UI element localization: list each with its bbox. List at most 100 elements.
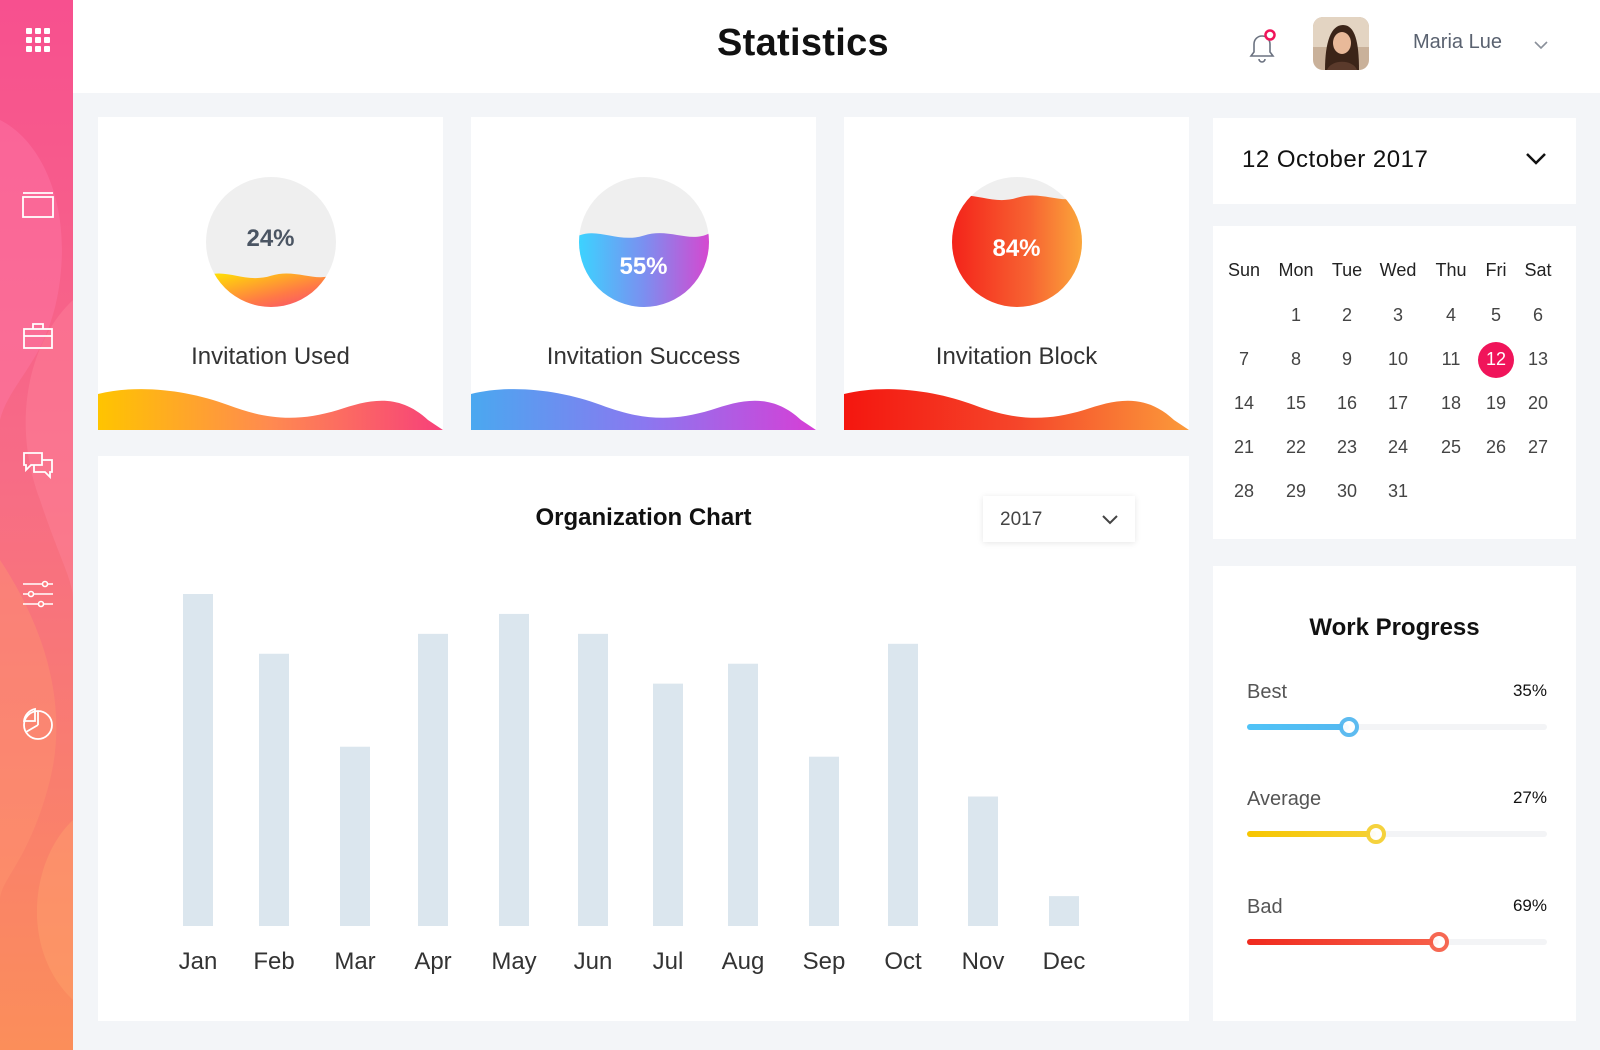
calendar-day-17[interactable]: 17 <box>1375 393 1421 414</box>
x-tick-label-dec: Dec <box>1043 948 1086 975</box>
calendar-day-5[interactable]: 5 <box>1473 305 1519 326</box>
x-tick-label-jul: Jul <box>653 948 684 975</box>
bar-sep[interactable] <box>809 756 839 926</box>
invitation-success-label: Invitation Success <box>546 343 741 370</box>
calendar-day-10[interactable]: 10 <box>1375 349 1421 370</box>
date-selector[interactable]: 12 October 2017 <box>1213 118 1576 204</box>
weekday-sat: Sat <box>1524 260 1552 280</box>
calendar-day-number: 18 <box>1440 393 1462 413</box>
calendar-day-26[interactable]: 26 <box>1473 437 1519 458</box>
x-tick-label-oct: Oct <box>884 948 922 975</box>
calendar-day-11[interactable]: 11 <box>1428 349 1474 370</box>
calendar-day-number: 15 <box>1285 393 1307 413</box>
calendar-day-number: 1 <box>1290 305 1301 325</box>
bar-oct[interactable] <box>888 643 918 926</box>
calendar-day-13[interactable]: 13 <box>1515 349 1561 370</box>
sliders-icon[interactable] <box>18 574 58 614</box>
calendar-day-19[interactable]: 19 <box>1473 393 1519 414</box>
progress-slider-track[interactable] <box>1247 717 1547 737</box>
x-tick-label-sep: Sep <box>803 948 846 975</box>
notification-bell-icon[interactable] <box>1246 28 1278 64</box>
bar-jun[interactable] <box>578 633 608 926</box>
calendar-day-number: 8 <box>1290 349 1301 369</box>
chevron-down-icon[interactable] <box>1533 38 1549 50</box>
calendar-day-18[interactable]: 18 <box>1428 393 1474 414</box>
top-header: Statistics Maria Lue <box>73 0 1600 93</box>
window-icon[interactable] <box>18 185 58 225</box>
progress-percent: 69% <box>1512 896 1547 915</box>
calendar-day-29[interactable]: 29 <box>1273 481 1319 502</box>
calendar-day-number: 28 <box>1233 481 1255 501</box>
calendar-day-16[interactable]: 16 <box>1324 393 1370 414</box>
invitation-block-wave <box>844 389 1189 430</box>
avatar[interactable] <box>1313 17 1369 70</box>
calendar-day-8[interactable]: 8 <box>1273 349 1319 370</box>
invitation-block-card: 84% Invitation Block <box>844 117 1189 430</box>
calendar-day-22[interactable]: 22 <box>1273 437 1319 458</box>
calendar-day-23[interactable]: 23 <box>1324 437 1370 458</box>
calendar-day-12[interactable]: 12 <box>1473 341 1519 378</box>
progress-percent: 35% <box>1512 681 1547 700</box>
calendar-day-number: 6 <box>1532 305 1543 325</box>
progress-slider-handle[interactable] <box>1339 717 1359 737</box>
organization-chart-card: Organization Chart 2017 Jan Feb Mar Apr May J… <box>98 456 1189 1021</box>
calendar-day-number: 31 <box>1387 481 1409 501</box>
calendar-day-4[interactable]: 4 <box>1428 305 1474 326</box>
calendar-day-20[interactable]: 20 <box>1515 393 1561 414</box>
calendar-day-14[interactable]: 14 <box>1221 393 1267 414</box>
chat-icon[interactable] <box>18 446 58 486</box>
calendar-day-28[interactable]: 28 <box>1221 481 1267 502</box>
invitation-used-card: 24% Invitation Used <box>98 117 443 430</box>
bar-jan[interactable] <box>183 594 213 926</box>
calendar-day-2[interactable]: 2 <box>1324 305 1370 326</box>
bar-aug[interactable] <box>728 663 758 926</box>
year-select-value: 2017 <box>1000 509 1043 530</box>
calendar-day-24[interactable]: 24 <box>1375 437 1421 458</box>
progress-slider-handle[interactable] <box>1429 932 1449 952</box>
progress-slider-track[interactable] <box>1247 932 1547 952</box>
calendar-day-number: 5 <box>1490 305 1501 325</box>
calendar-day-number: 23 <box>1336 437 1358 457</box>
calendar-day-number: 27 <box>1527 437 1549 457</box>
bar-jul[interactable] <box>653 683 683 926</box>
progress-slider-track[interactable] <box>1247 824 1547 844</box>
calendar-day-7[interactable]: 7 <box>1221 349 1267 370</box>
x-tick-label-mar: Mar <box>334 948 375 975</box>
calendar-day-1[interactable]: 1 <box>1273 305 1319 326</box>
calendar: Sun Mon Tue Wed Thu Fri Sat 1 2 3 4 5 6 7 8 9 10 11 12 13 1… <box>1213 226 1576 539</box>
calendar-day-number: 4 <box>1445 305 1456 325</box>
bar-feb[interactable] <box>259 653 289 926</box>
chevron-down-icon <box>1102 515 1118 525</box>
work-progress-card: Work Progress Best 35% Average 27% Bad 69% <box>1213 566 1576 1021</box>
calendar-day-21[interactable]: 21 <box>1221 437 1267 458</box>
calendar-day-27[interactable]: 27 <box>1515 437 1561 458</box>
apps-grid-icon[interactable] <box>18 20 58 60</box>
year-select[interactable]: 2017 <box>983 496 1135 542</box>
pie-chart-icon[interactable] <box>18 704 58 744</box>
bar-dec[interactable] <box>1049 896 1079 926</box>
calendar-day-15[interactable]: 15 <box>1273 393 1319 414</box>
bar-apr[interactable] <box>418 633 448 926</box>
calendar-day-3[interactable]: 3 <box>1375 305 1421 326</box>
calendar-day-6[interactable]: 6 <box>1515 305 1561 326</box>
calendar-day-number: 9 <box>1341 349 1352 369</box>
chart-title: Organization Chart <box>535 504 752 531</box>
progress-slider-fill <box>1247 939 1439 945</box>
weekday-mon: Mon <box>1278 260 1314 280</box>
calendar-day-30[interactable]: 30 <box>1324 481 1370 502</box>
progress-slider-handle[interactable] <box>1366 824 1386 844</box>
invitation-used-wave <box>98 389 443 430</box>
briefcase-icon[interactable] <box>18 316 58 356</box>
user-name[interactable]: Maria Lue <box>1413 31 1502 53</box>
calendar-day-31[interactable]: 31 <box>1375 481 1421 502</box>
bar-mar[interactable] <box>340 746 370 926</box>
calendar-day-25[interactable]: 25 <box>1428 437 1474 458</box>
bar-may[interactable] <box>499 613 529 926</box>
bar-nov[interactable] <box>968 796 998 926</box>
progress-label: Average <box>1247 788 1322 810</box>
calendar-day-number: 17 <box>1387 393 1409 413</box>
invitation-success-percent: 55% <box>619 253 668 280</box>
chevron-down-icon[interactable] <box>1524 151 1548 167</box>
calendar-day-9[interactable]: 9 <box>1324 349 1370 370</box>
calendar-day-number: 16 <box>1336 393 1358 413</box>
